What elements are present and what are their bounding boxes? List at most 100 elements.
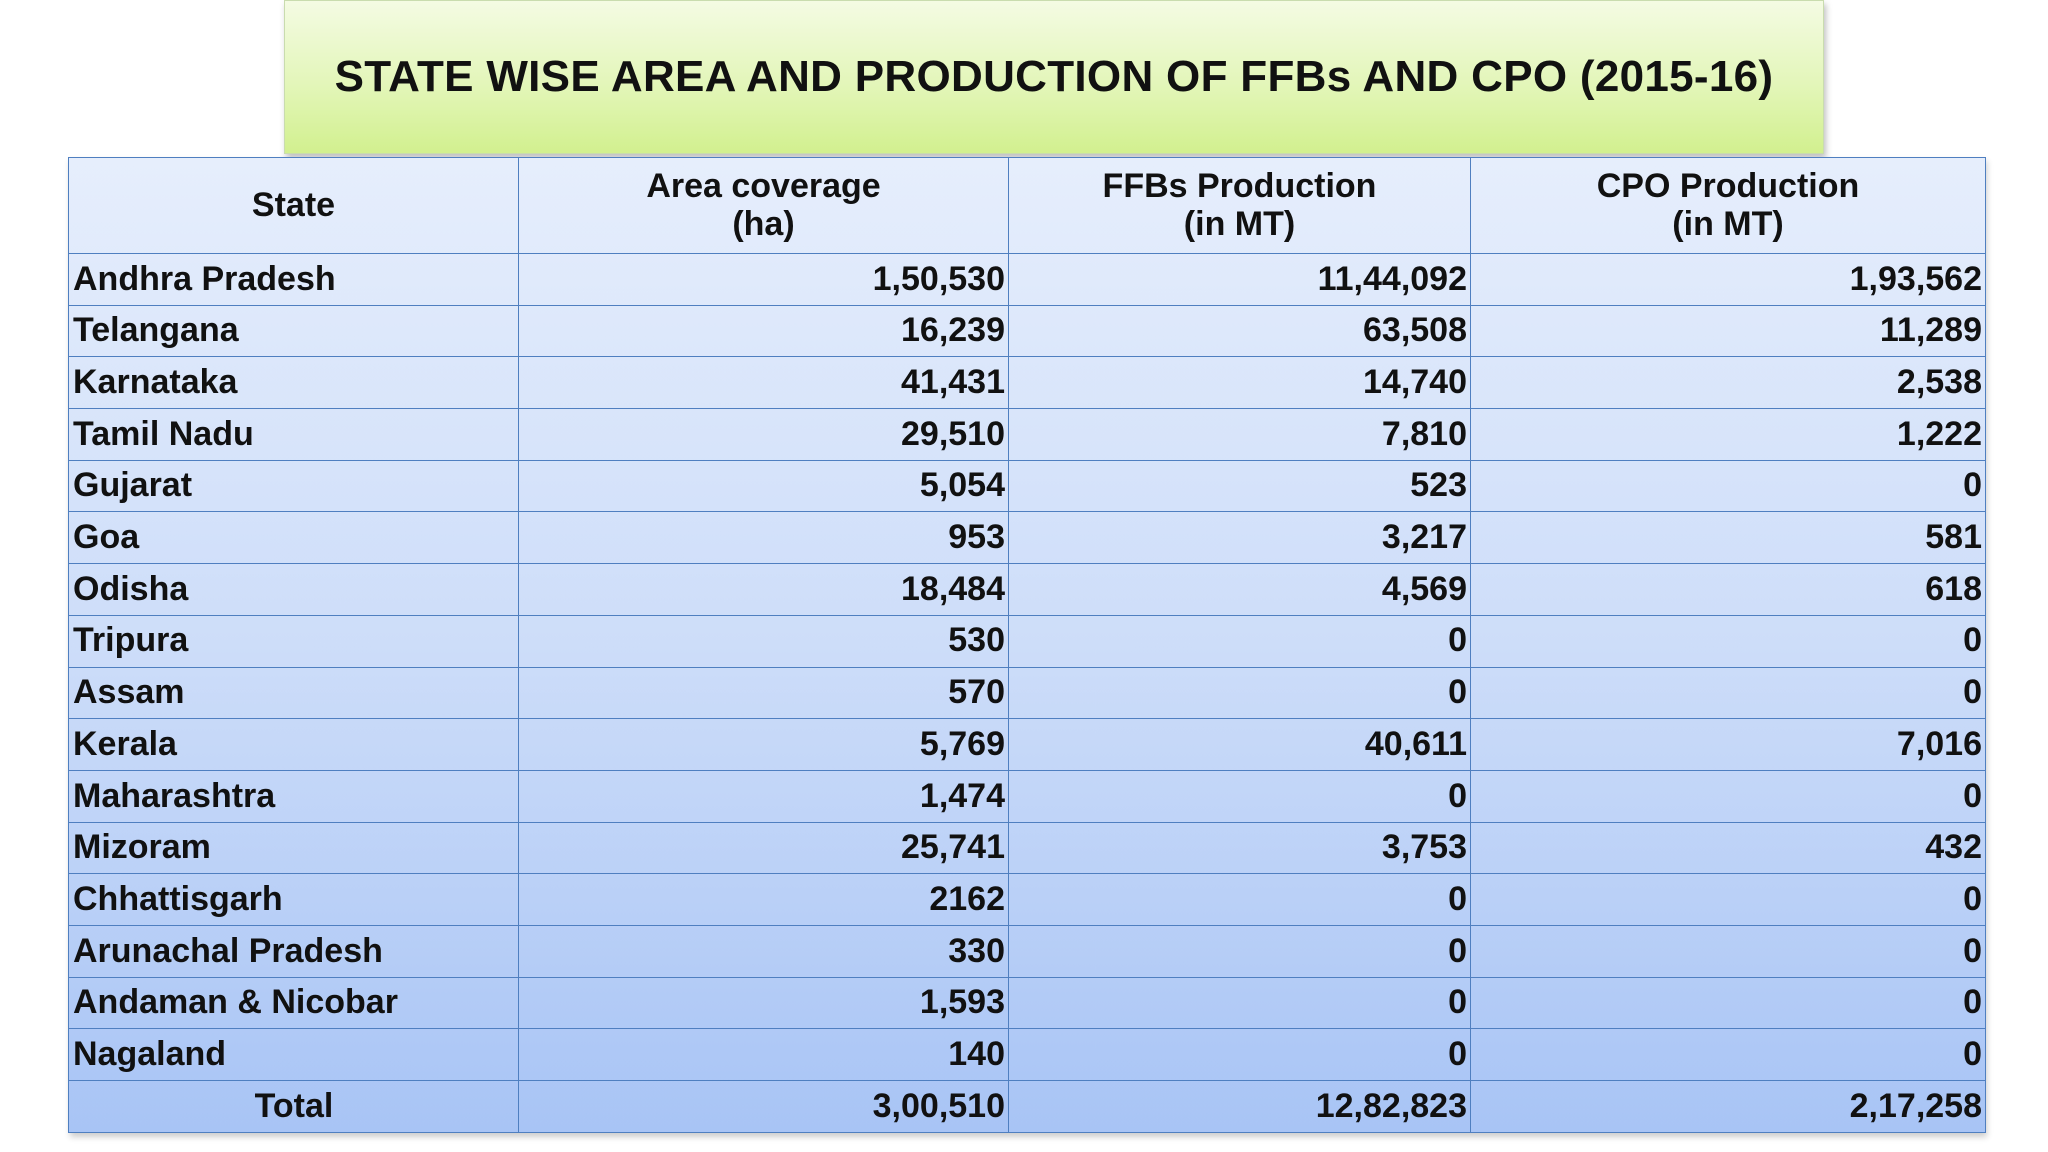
cell-state: Assam <box>68 666 519 720</box>
total-row: Total 3,00,510 12,82,823 2,17,258 <box>68 1080 1986 1133</box>
header-cpo-line1: CPO Production <box>1596 167 1860 206</box>
cell-ffb: 523 <box>1008 459 1471 513</box>
table-row: Telangana 16,239 63,508 11,289 <box>68 304 1986 358</box>
cell-area: 330 <box>518 924 1009 978</box>
cell-cpo: 618 <box>1470 563 1986 616</box>
cell-area: 1,474 <box>518 769 1009 823</box>
data-table-container: State Area coverage (ha) FFBs Production… <box>68 157 1986 1133</box>
cell-ffb: 0 <box>1008 873 1471 926</box>
cell-ffb: 0 <box>1008 614 1471 668</box>
cell-cpo: 0 <box>1470 769 1986 823</box>
cell-cpo: 0 <box>1470 976 1986 1030</box>
cell-state: Gujarat <box>68 459 519 513</box>
cell-state: Andaman & Nicobar <box>68 976 519 1030</box>
cell-cpo: 0 <box>1470 1028 1986 1081</box>
cell-ffb: 0 <box>1008 924 1471 978</box>
cell-ffb: 0 <box>1008 976 1471 1030</box>
state-production-table: State Area coverage (ha) FFBs Production… <box>68 157 1986 1133</box>
cell-cpo: 2,538 <box>1470 356 1986 410</box>
cell-cpo: 11,289 <box>1470 304 1986 358</box>
cell-cpo: 432 <box>1470 821 1986 875</box>
cell-area: 1,50,530 <box>518 253 1009 306</box>
header-ffb: FFBs Production (in MT) <box>1008 157 1471 254</box>
cell-area: 5,054 <box>518 459 1009 513</box>
table-row: Andhra Pradesh 1,50,530 11,44,092 1,93,562 <box>68 253 1986 306</box>
cell-cpo: 581 <box>1470 511 1986 565</box>
total-area: 3,00,510 <box>518 1080 1009 1133</box>
header-area-line1: Area coverage <box>646 167 881 206</box>
table-row: Assam 570 0 0 <box>68 666 1986 720</box>
cell-ffb: 40,611 <box>1008 718 1471 771</box>
table-row: Goa 953 3,217 581 <box>68 511 1986 565</box>
cell-area: 953 <box>518 511 1009 565</box>
page-title: STATE WISE AREA AND PRODUCTION OF FFBs A… <box>334 52 1774 101</box>
table-row: Nagaland 140 0 0 <box>68 1028 1986 1081</box>
table-row: Odisha 18,484 4,569 618 <box>68 563 1986 616</box>
header-ffb-line2: (in MT) <box>1183 204 1296 243</box>
cell-area: 5,769 <box>518 718 1009 771</box>
header-area: Area coverage (ha) <box>518 157 1009 254</box>
cell-state: Goa <box>68 511 519 565</box>
cell-ffb: 7,810 <box>1008 408 1471 461</box>
cell-cpo: 0 <box>1470 666 1986 720</box>
table-row: Chhattisgarh 2162 0 0 <box>68 873 1986 926</box>
header-area-line2: (ha) <box>732 204 795 243</box>
cell-state: Nagaland <box>68 1028 519 1081</box>
total-cpo: 2,17,258 <box>1470 1080 1986 1133</box>
cell-state: Odisha <box>68 563 519 616</box>
cell-ffb: 0 <box>1008 1028 1471 1081</box>
header-cpo-line2: (in MT) <box>1672 204 1784 243</box>
table-row: Tamil Nadu 29,510 7,810 1,222 <box>68 408 1986 461</box>
header-row: State Area coverage (ha) FFBs Production… <box>68 157 1986 254</box>
table-row: Mizoram 25,741 3,753 432 <box>68 821 1986 875</box>
cell-ffb: 0 <box>1008 666 1471 720</box>
cell-state: Chhattisgarh <box>68 873 519 926</box>
table-row: Maharashtra 1,474 0 0 <box>68 769 1986 823</box>
table-row: Gujarat 5,054 523 0 <box>68 459 1986 513</box>
total-label: Total <box>68 1080 519 1133</box>
cell-state: Kerala <box>68 718 519 771</box>
cell-state: Arunachal Pradesh <box>68 924 519 978</box>
cell-state: Karnataka <box>68 356 519 410</box>
cell-ffb: 0 <box>1008 769 1471 823</box>
header-cpo: CPO Production (in MT) <box>1470 157 1986 254</box>
cell-state: Mizoram <box>68 821 519 875</box>
cell-ffb: 4,569 <box>1008 563 1471 616</box>
cell-state: Tripura <box>68 614 519 668</box>
cell-cpo: 1,222 <box>1470 408 1986 461</box>
cell-area: 25,741 <box>518 821 1009 875</box>
cell-state: Tamil Nadu <box>68 408 519 461</box>
cell-ffb: 3,753 <box>1008 821 1471 875</box>
table-row: Kerala 5,769 40,611 7,016 <box>68 718 1986 771</box>
cell-area: 2162 <box>518 873 1009 926</box>
cell-area: 29,510 <box>518 408 1009 461</box>
cell-cpo: 0 <box>1470 614 1986 668</box>
cell-area: 570 <box>518 666 1009 720</box>
total-ffb: 12,82,823 <box>1008 1080 1471 1133</box>
header-ffb-line1: FFBs Production <box>1102 167 1377 206</box>
cell-cpo: 1,93,562 <box>1470 253 1986 306</box>
cell-area: 16,239 <box>518 304 1009 358</box>
table-row: Arunachal Pradesh 330 0 0 <box>68 924 1986 978</box>
table-row: Andaman & Nicobar 1,593 0 0 <box>68 976 1986 1030</box>
cell-cpo: 0 <box>1470 924 1986 978</box>
header-state: State <box>68 157 519 254</box>
table-row: Karnataka 41,431 14,740 2,538 <box>68 356 1986 410</box>
cell-cpo: 0 <box>1470 459 1986 513</box>
cell-area: 41,431 <box>518 356 1009 410</box>
cell-ffb: 3,217 <box>1008 511 1471 565</box>
cell-ffb: 63,508 <box>1008 304 1471 358</box>
cell-area: 18,484 <box>518 563 1009 616</box>
cell-ffb: 11,44,092 <box>1008 253 1471 306</box>
cell-cpo: 0 <box>1470 873 1986 926</box>
cell-state: Andhra Pradesh <box>68 253 519 306</box>
title-banner: STATE WISE AREA AND PRODUCTION OF FFBs A… <box>284 0 1824 154</box>
cell-cpo: 7,016 <box>1470 718 1986 771</box>
cell-ffb: 14,740 <box>1008 356 1471 410</box>
cell-area: 140 <box>518 1028 1009 1081</box>
table-row: Tripura 530 0 0 <box>68 614 1986 668</box>
cell-area: 1,593 <box>518 976 1009 1030</box>
cell-state: Maharashtra <box>68 769 519 823</box>
cell-state: Telangana <box>68 304 519 358</box>
